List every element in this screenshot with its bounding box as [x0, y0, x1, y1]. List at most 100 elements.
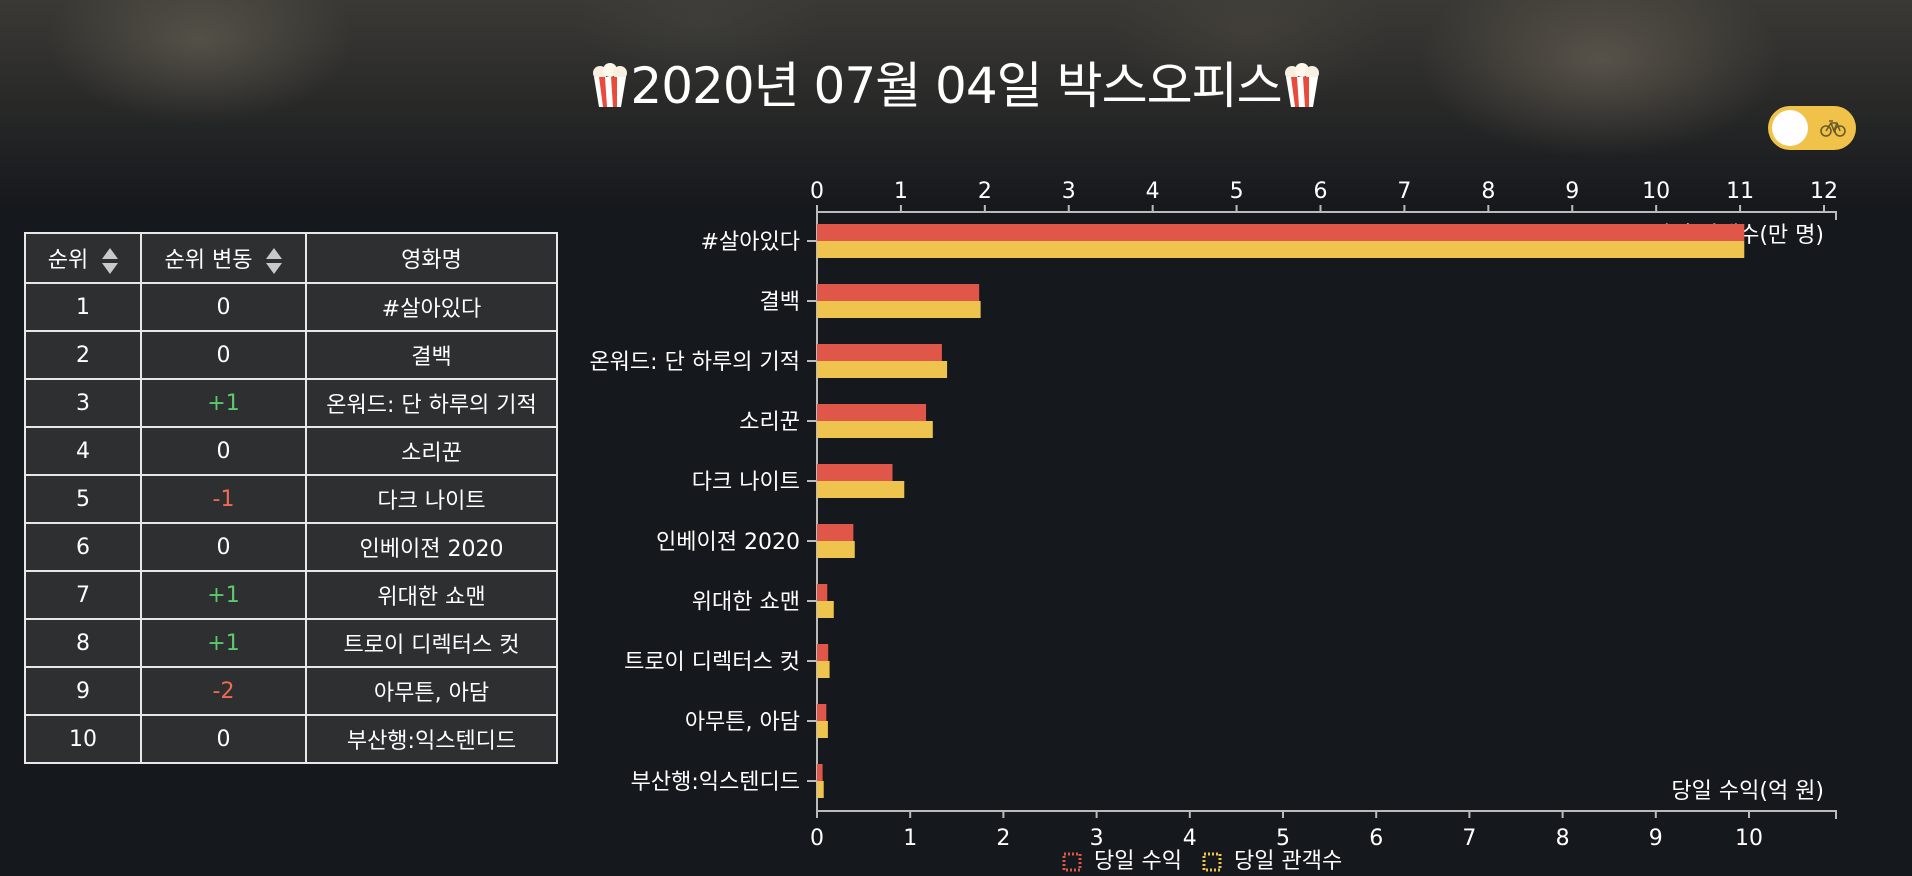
table-row: 8 +1 트로이 디렉터스 컷 [24, 618, 558, 668]
rank-cell: 7 [24, 570, 142, 620]
category-label: 부산행:익스텐디드 [631, 770, 800, 795]
toggle-knob[interactable] [1772, 110, 1808, 146]
top-axis-tick-label: 6 [1314, 179, 1328, 204]
top-axis-tick-label: 8 [1481, 179, 1495, 204]
audience-bar [817, 541, 855, 558]
rank-change-cell: 0 [140, 330, 307, 380]
category-label: 위대한 쇼맨 [692, 590, 800, 615]
bicycle-icon [1820, 120, 1846, 137]
table-row: 5 -1 다크 나이트 [24, 474, 558, 524]
revenue-bar [817, 404, 927, 421]
audience-bar [817, 361, 948, 378]
top-axis-tick-label: 9 [1565, 179, 1579, 204]
sort-icon[interactable] [266, 247, 283, 275]
movie-name-cell: 위대한 쇼맨 [305, 570, 558, 620]
top-axis-tick-label: 4 [1146, 179, 1160, 204]
rank-change-cell: 0 [140, 282, 307, 332]
category-label: 아무튼, 아담 [685, 710, 800, 735]
change-header-label: 순위 변동 [164, 247, 253, 273]
revenue-bar [817, 644, 829, 661]
revenue-bar [817, 344, 942, 361]
table-row: 7 +1 위대한 쇼맨 [24, 570, 558, 620]
rank-cell: 1 [24, 282, 142, 332]
revenue-bar [817, 224, 1745, 241]
rank-change-cell: +1 [140, 570, 307, 620]
audience-bar [817, 781, 824, 798]
page-title-text: 2020년 07월 04일 박스오피스 [630, 57, 1282, 115]
audience-bar [817, 421, 933, 438]
movie-name-cell: 아무튼, 아담 [305, 666, 558, 716]
audience-bar [817, 241, 1745, 258]
page-title: 2020년 07월 04일 박스오피스 [0, 46, 1912, 118]
movie-name-cell: 부산행:익스텐디드 [305, 714, 558, 764]
revenue-bar [817, 284, 980, 301]
movie-name-cell: 트로이 디렉터스 컷 [305, 618, 558, 668]
top-axis-tick-label: 7 [1397, 179, 1411, 204]
bottom-axis-tick-label: 2 [996, 826, 1010, 851]
rank-cell: 10 [24, 714, 142, 764]
revenue-bar [817, 704, 827, 721]
table-row: 1 0 #살아있다 [24, 282, 558, 332]
rank-cell: 8 [24, 618, 142, 668]
rank-change-cell: -2 [140, 666, 307, 716]
audience-bar [817, 721, 828, 738]
rank-change-cell: +1 [140, 378, 307, 428]
top-axis-tick-label: 2 [978, 179, 992, 204]
popcorn-icon [593, 63, 628, 107]
rank-cell: 5 [24, 474, 142, 524]
bottom-axis-tick-label: 4 [1183, 826, 1197, 851]
top-axis-tick-label: 1 [894, 179, 908, 204]
legend-swatch-audience [1202, 852, 1222, 872]
legend-label-audience: 당일 관객수 [1234, 849, 1342, 874]
rank-cell: 9 [24, 666, 142, 716]
rank-header-label: 순위 [47, 247, 89, 273]
bottom-axis-tick-label: 3 [1090, 826, 1104, 851]
audience-bar [817, 601, 834, 618]
rank-change-cell: 0 [140, 714, 307, 764]
bottom-axis-tick-label: 1 [903, 826, 917, 851]
movie-name-cell: 소리꾼 [305, 426, 558, 476]
category-label: 온워드: 단 하루의 기적 [589, 350, 800, 375]
category-label: 결백 [760, 290, 800, 315]
rank-cell: 2 [24, 330, 142, 380]
hero-background [0, 0, 1912, 210]
movie-name-cell: 다크 나이트 [305, 474, 558, 524]
table-header-row: 순위 순위 변동 영화명 [24, 232, 558, 284]
bottom-axis-tick-label: 10 [1735, 826, 1763, 851]
table-row: 6 0 인베이젼 2020 [24, 522, 558, 572]
rank-cell: 3 [24, 378, 142, 428]
rank-change-cell: -1 [140, 474, 307, 524]
boxoffice-table: 순위 순위 변동 영화명 1 0 #살아있다 2 0 결백 3 +1 온워드: 단 하루의 기적… [24, 232, 558, 764]
rank-change-cell: 0 [140, 426, 307, 476]
sort-icon[interactable] [102, 247, 119, 275]
popcorn-icon [1284, 63, 1319, 107]
rank-cell: 4 [24, 426, 142, 476]
rank-column-header[interactable]: 순위 [24, 232, 142, 284]
audience-bar [817, 481, 905, 498]
top-axis-tick-label: 11 [1726, 179, 1754, 204]
category-label: 인베이젼 2020 [656, 530, 800, 555]
rank-cell: 6 [24, 522, 142, 572]
top-axis-tick-label: 3 [1062, 179, 1076, 204]
bottom-axis-tick-label: 7 [1462, 826, 1476, 851]
table-row: 3 +1 온워드: 단 하루의 기적 [24, 378, 558, 428]
movie-name-cell: 인베이젼 2020 [305, 522, 558, 572]
table-row: 9 -2 아무튼, 아담 [24, 666, 558, 716]
category-label: 다크 나이트 [692, 470, 800, 495]
audience-bar [817, 301, 981, 318]
bottom-axis-label: 당일 수익(억 원) [1671, 779, 1824, 804]
chart-toggle-switch[interactable] [1768, 106, 1856, 150]
table-row: 4 0 소리꾼 [24, 426, 558, 476]
revenue-bar [817, 584, 828, 601]
change-column-header[interactable]: 순위 변동 [140, 232, 307, 284]
legend-label-revenue: 당일 수익 [1094, 849, 1182, 874]
name-column-header: 영화명 [305, 232, 558, 284]
category-label: #살아있다 [701, 230, 800, 255]
rank-change-cell: +1 [140, 618, 307, 668]
rank-change-cell: 0 [140, 522, 307, 572]
movie-name-cell: #살아있다 [305, 282, 558, 332]
top-axis-tick-label: 0 [810, 179, 824, 204]
top-axis-tick-label: 10 [1642, 179, 1670, 204]
table-row: 10 0 부산행:익스텐디드 [24, 714, 558, 764]
